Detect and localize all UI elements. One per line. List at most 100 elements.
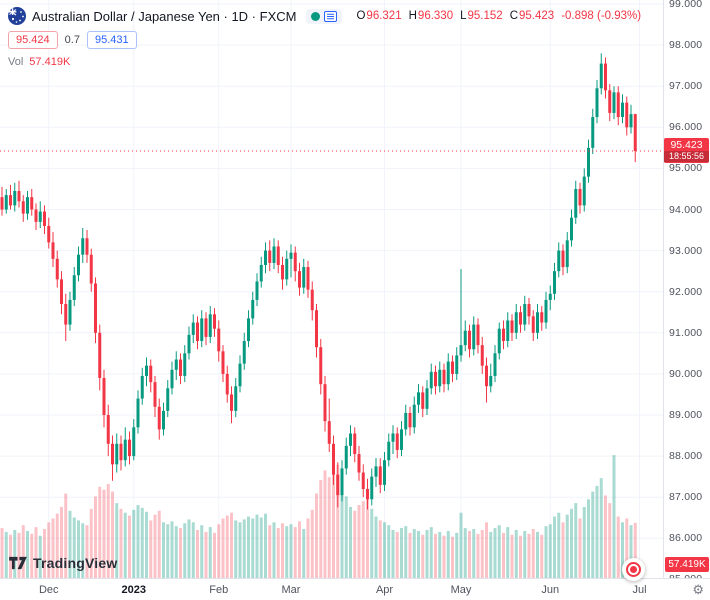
- ask-price-box[interactable]: 95.431: [86, 31, 137, 49]
- volume-bar: [370, 508, 374, 578]
- volume-bar: [281, 523, 284, 578]
- candle-body: [472, 324, 476, 350]
- candle-body: [289, 252, 293, 259]
- volume-bar: [374, 516, 378, 578]
- candle-body: [587, 147, 590, 177]
- watchlist-icon[interactable]: [324, 10, 338, 22]
- volume-bar: [60, 506, 63, 578]
- price-tick-label: 86.000: [669, 532, 703, 545]
- volume-bar: [493, 528, 497, 578]
- market-status-dot-icon[interactable]: [311, 11, 321, 21]
- candle-body: [370, 476, 374, 500]
- candle-body: [221, 351, 225, 374]
- bid-price-box[interactable]: 95.424: [8, 31, 58, 49]
- candle-body: [272, 246, 276, 263]
- volume-bar: [378, 520, 382, 578]
- candle-body: [434, 371, 437, 387]
- volume-bar: [451, 536, 454, 578]
- volume-bar: [387, 525, 391, 578]
- volume-bar: [187, 519, 191, 578]
- candle-body: [119, 443, 123, 461]
- volume-bar: [272, 522, 276, 578]
- price-tick-label: 99.000: [669, 0, 703, 10]
- volume-bar: [21, 525, 25, 578]
- candle-body: [519, 312, 522, 325]
- candle-body: [633, 114, 637, 152]
- candle-body: [455, 355, 459, 374]
- volume-bar: [476, 533, 480, 578]
- price-tick-label: 93.000: [669, 244, 703, 257]
- price-chart-canvas[interactable]: [0, 0, 663, 578]
- candle-body: [77, 254, 80, 276]
- candle-body: [17, 191, 21, 202]
- symbol-title[interactable]: Australian Dollar / Japanese Yen · 1D · …: [32, 8, 297, 24]
- volume-bar: [123, 512, 127, 578]
- volume-bar: [72, 517, 76, 578]
- volume-bar: [578, 518, 582, 578]
- candle-body: [4, 195, 8, 210]
- price-tick-label: 92.000: [669, 285, 703, 298]
- candle-body: [166, 388, 170, 411]
- candle-body: [98, 332, 102, 379]
- candle-body: [68, 299, 72, 325]
- price-tick-label: 98.000: [669, 39, 703, 52]
- high-label: H: [408, 10, 417, 22]
- candle-body: [217, 328, 221, 352]
- candle-body: [327, 421, 331, 444]
- candle-body: [89, 254, 93, 284]
- volume-bar: [383, 522, 386, 578]
- tradingview-logo-icon: [9, 556, 27, 570]
- volume-bar: [217, 524, 221, 578]
- candle-body: [463, 330, 467, 346]
- volume-bar: [472, 529, 476, 578]
- volume-bar: [587, 499, 590, 578]
- candle-body: [582, 176, 586, 206]
- volume-bar: [506, 527, 510, 578]
- volume-bar: [166, 524, 170, 578]
- candle-body: [259, 264, 263, 282]
- volume-bar: [264, 513, 267, 578]
- candle-body: [599, 63, 603, 89]
- volume-bar: [417, 530, 420, 578]
- volume-bar: [544, 526, 548, 578]
- candle-body: [357, 454, 361, 473]
- tradingview-logo[interactable]: TradingView: [8, 555, 117, 571]
- volume-bar: [361, 501, 365, 578]
- symbol-flag-icon[interactable]: [8, 7, 26, 25]
- volume-bar: [98, 486, 102, 578]
- price-axis[interactable]: 99.000 98.000 97.000 96.000 95.000 94.000 93.0…: [663, 0, 710, 585]
- volume-bar: [174, 526, 178, 578]
- candle-body: [485, 365, 488, 387]
- close-value: 95.423: [519, 10, 555, 22]
- volume-bar: [89, 508, 93, 578]
- volume-label: Vol: [8, 56, 24, 68]
- candle-body: [102, 378, 106, 415]
- volume-bar: [353, 510, 357, 578]
- candle-body: [387, 441, 391, 461]
- volume-bar: [480, 530, 484, 578]
- candle-body: [128, 439, 131, 457]
- record-indicator-icon[interactable]: [622, 558, 645, 581]
- price-tick-label: 90.000: [669, 367, 703, 380]
- time-tick-label: 2023: [121, 584, 146, 596]
- volume-bar: [553, 516, 556, 578]
- time-axis[interactable]: ⚙ Dec 2023 Feb Mar Apr May Jun Jul: [0, 578, 710, 600]
- time-tick-label: Jul: [632, 584, 647, 596]
- candle-body: [208, 314, 212, 337]
- settings-gear-icon[interactable]: ⚙: [692, 582, 704, 597]
- candle-body: [553, 271, 556, 294]
- candle-body: [26, 197, 29, 214]
- candle-body: [115, 443, 119, 465]
- volume-bar: [34, 527, 38, 578]
- volume-bar: [302, 529, 306, 578]
- candle-body: [81, 238, 85, 255]
- volume-bar: [527, 533, 531, 578]
- volume-bar: [395, 531, 399, 578]
- price-tick-label: 95.000: [669, 162, 703, 175]
- candle-body: [540, 312, 544, 323]
- candle-body: [374, 466, 378, 477]
- candle-body: [51, 242, 55, 259]
- candle-body: [616, 92, 620, 118]
- candle-body: [111, 443, 114, 465]
